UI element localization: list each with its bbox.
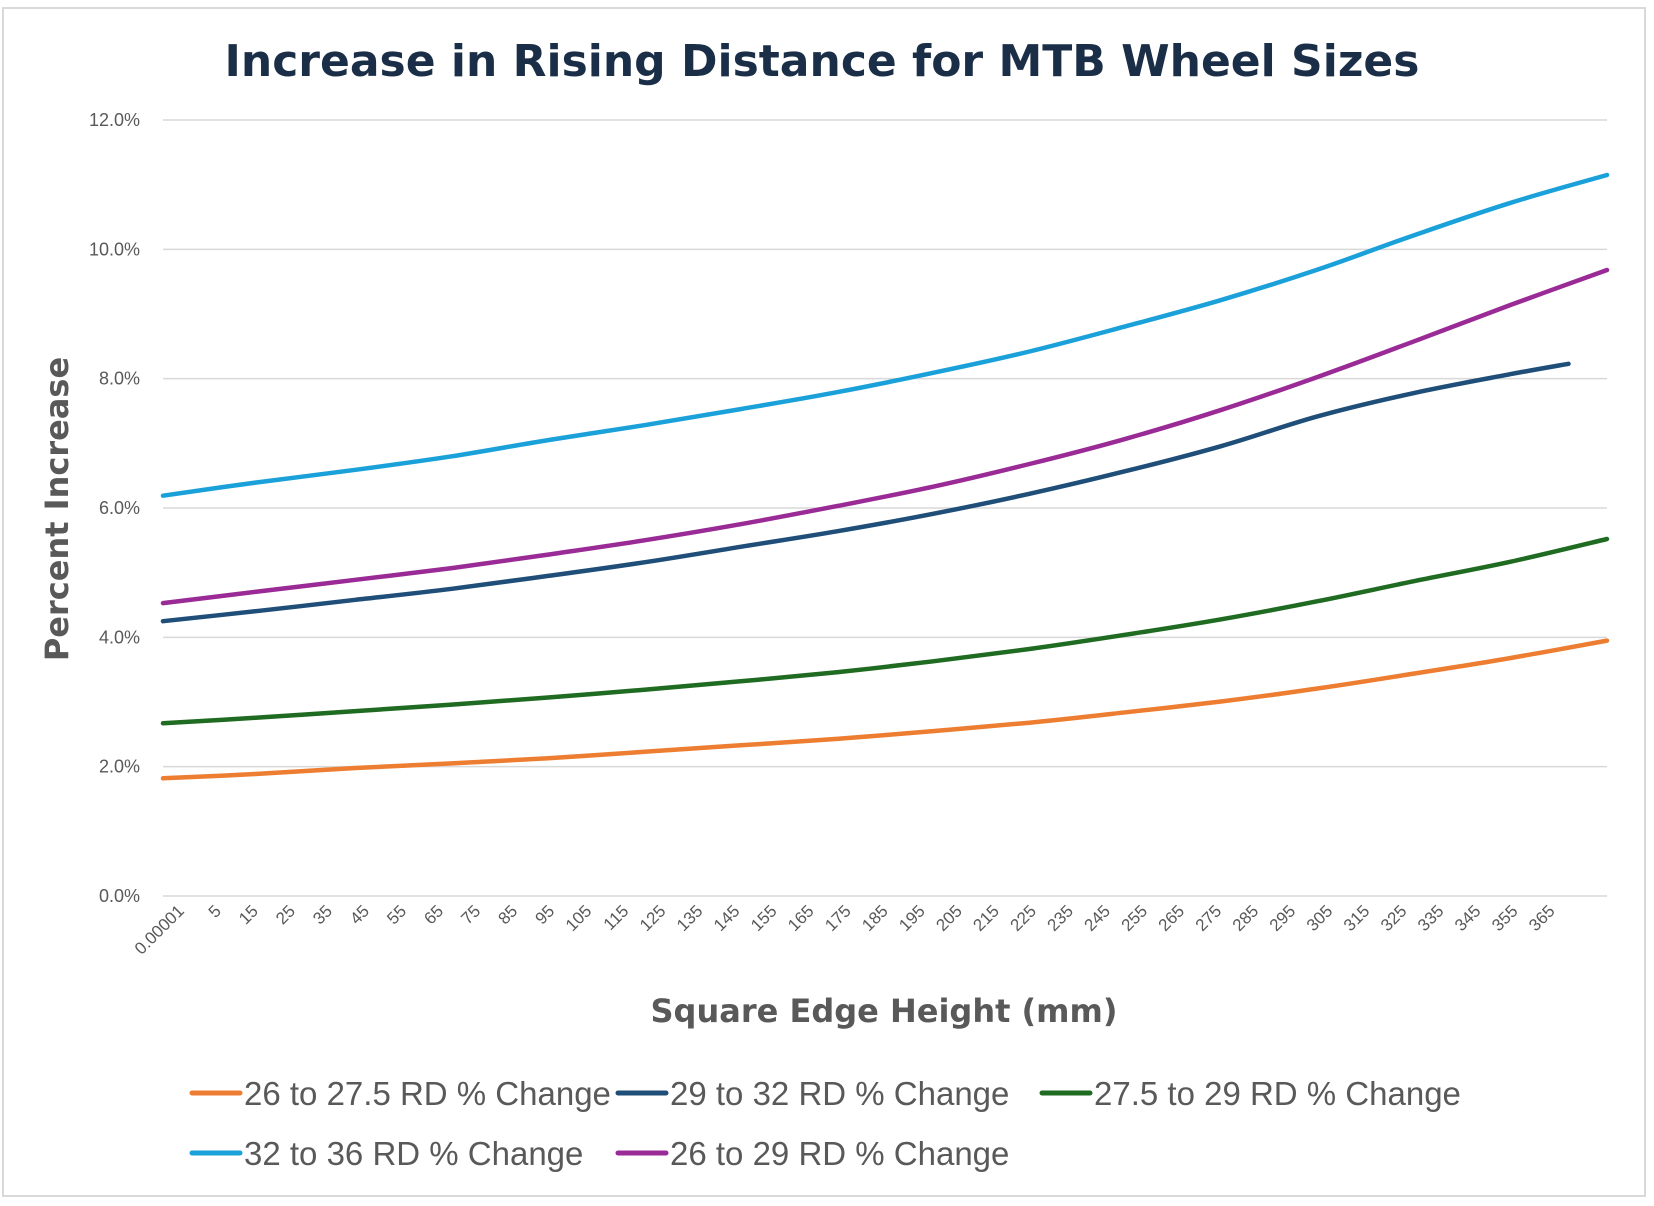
y-tick-label: 2.0% — [99, 757, 140, 777]
legend-label: 29 to 32 RD % Change — [670, 1075, 1009, 1112]
y-tick-label: 6.0% — [99, 498, 140, 518]
legend-item: 32 to 36 RD % Change — [189, 1135, 583, 1172]
legend: 26 to 27.5 RD % Change 29 to 32 RD % Chan… — [189, 1075, 1461, 1172]
series-line-5 — [160, 267, 1610, 606]
legend-item: 26 to 29 RD % Change — [615, 1135, 1009, 1172]
legend-item: 26 to 27.5 RD % Change — [189, 1075, 611, 1112]
legend-label: 26 to 27.5 RD % Change — [244, 1075, 611, 1112]
legend-item: 29 to 32 RD % Change — [615, 1075, 1009, 1112]
legend-label: 27.5 to 29 RD % Change — [1094, 1075, 1461, 1112]
y-tick-label: 0.0% — [99, 886, 140, 906]
series-line-2 — [160, 361, 1571, 624]
y-tick-label: 10.0% — [89, 239, 140, 259]
y-axis-title: Percent Increase — [38, 357, 76, 661]
chart-title: Increase in Rising Distance for MTB Whee… — [225, 36, 1420, 87]
series-line-1 — [160, 638, 1610, 781]
legend-label: 32 to 36 RD % Change — [244, 1135, 583, 1172]
series-lines — [160, 172, 1610, 781]
series-line-3 — [160, 536, 1610, 726]
chart-border — [2, 7, 1646, 1197]
y-axis-ticks: 0.0% 2.0% 4.0% 6.0% 8.0% 10.0% 12.0% — [89, 110, 140, 906]
legend-label: 26 to 29 RD % Change — [670, 1135, 1009, 1172]
y-tick-label: 4.0% — [99, 627, 140, 647]
series-line-4 — [160, 172, 1610, 498]
legend-item: 27.5 to 29 RD % Change — [1039, 1075, 1461, 1112]
y-tick-label: 8.0% — [99, 369, 140, 389]
y-tick-label: 12.0% — [89, 110, 140, 130]
x-axis-title: Square Edge Height (mm) — [651, 992, 1118, 1030]
